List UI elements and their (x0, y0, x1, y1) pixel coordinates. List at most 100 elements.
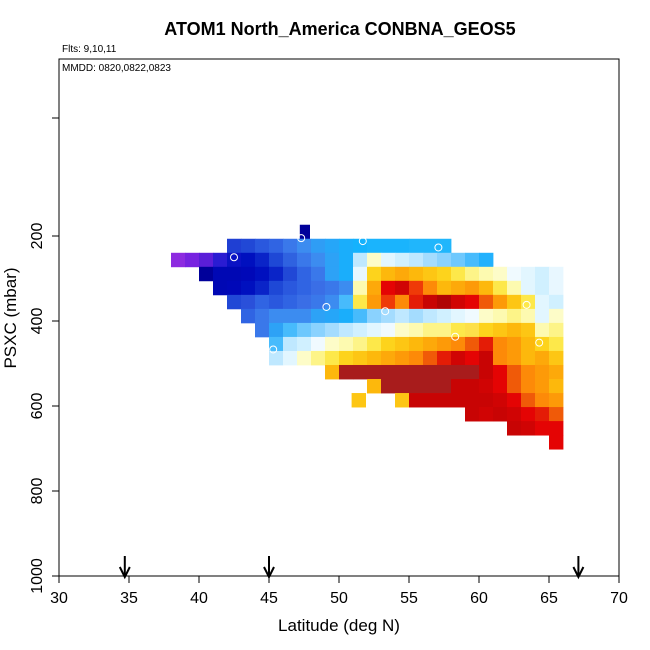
heatmap-cell (367, 379, 382, 394)
sample-marker (451, 332, 460, 341)
heatmap-cell (325, 252, 340, 268)
heatmap-cell (241, 294, 256, 310)
heatmap-cell (493, 407, 508, 422)
heatmap-cell (521, 421, 536, 436)
heatmap-cell (465, 393, 494, 408)
x-tick-label: 40 (190, 590, 208, 607)
heatmap-cell (311, 350, 326, 366)
heatmap-cell (213, 266, 228, 282)
heatmap-cell (479, 364, 494, 380)
heatmap-cell (241, 280, 256, 296)
heatmap-cell (395, 252, 410, 268)
heatmap-cell (299, 224, 310, 240)
sample-marker (358, 237, 367, 246)
heatmap-cell (479, 336, 494, 352)
heatmap-cell (311, 308, 326, 324)
heatmap-cell (409, 294, 424, 310)
heatmap-cell (395, 350, 410, 366)
sample-marker (549, 480, 558, 489)
heatmap-cell (479, 350, 494, 366)
x-axis-label: Latitude (deg N) (278, 616, 400, 635)
heatmap-cell (549, 407, 564, 422)
heatmap-cell (227, 280, 242, 296)
heatmap-cell (325, 294, 340, 310)
heatmap-cell (283, 294, 298, 310)
heatmap-cell (255, 308, 270, 324)
heatmap-cell (297, 350, 312, 366)
heatmap-cell (535, 308, 550, 324)
heatmap-cell (451, 294, 466, 310)
heatmap-cell (311, 336, 326, 352)
heatmap-cell (255, 322, 270, 338)
heatmap-cell (269, 350, 284, 366)
heatmap-cell (465, 407, 480, 422)
heatmap-cell (325, 308, 340, 324)
heatmap-cell (339, 252, 354, 268)
sample-marker (535, 338, 544, 347)
heatmap-cell (381, 294, 396, 310)
sample-marker (343, 438, 352, 447)
heatmap-cell (493, 322, 508, 338)
heatmap-cell (283, 322, 298, 338)
heatmap-cell (339, 350, 354, 366)
heatmap-cell (381, 350, 396, 366)
y-tick-label: 200 (29, 223, 46, 250)
heatmap-cell (297, 322, 312, 338)
heatmap-cell (521, 308, 536, 324)
heatmap-cell (241, 252, 256, 268)
heatmap-cell (339, 322, 354, 338)
heatmap-cell (351, 393, 366, 408)
heatmap-cell (507, 294, 522, 310)
heatmap-cell (507, 266, 522, 282)
heatmap-cell (535, 280, 550, 296)
heatmap-cell (437, 280, 452, 296)
sample-marker (468, 437, 476, 446)
heatmap-cell (325, 238, 340, 254)
heatmap-cell (311, 238, 326, 254)
heatmap-cell (325, 322, 340, 338)
heatmap-cell (367, 238, 410, 254)
heatmap-cell (283, 252, 298, 268)
sample-marker (322, 302, 331, 311)
heatmap-cell (507, 350, 522, 366)
heatmap-cell (367, 280, 382, 296)
heatmap-cell (283, 308, 298, 324)
heatmap-cell (409, 238, 452, 254)
heatmap-cell (451, 379, 480, 394)
sample-marker (522, 300, 531, 309)
heatmap-cell (521, 393, 536, 408)
heatmap-cell (171, 252, 186, 268)
heatmap-cell (339, 364, 354, 380)
heatmap-cell (423, 266, 438, 282)
heatmap-cell (269, 308, 284, 324)
x-tick-label: 55 (400, 590, 418, 607)
x-tick-label: 45 (260, 590, 278, 607)
heatmap-cell (255, 266, 270, 282)
heatmap-cell (367, 266, 382, 282)
heatmap-cell (353, 238, 368, 254)
heatmap-cell (297, 238, 312, 254)
heatmap-cell (339, 336, 354, 352)
heatmap-cell (255, 294, 270, 310)
heatmap-cell (493, 336, 508, 352)
heatmap-cell (535, 407, 550, 422)
heatmap-cell (353, 336, 368, 352)
heatmap-cell (549, 364, 564, 380)
heatmap-cell (479, 294, 494, 310)
heatmap-cell (549, 350, 564, 366)
sample-marker (181, 277, 189, 286)
heatmap-cell (507, 407, 522, 422)
heatmap-cell (437, 308, 452, 324)
heatmap-cell (521, 379, 536, 394)
heatmap-cell (493, 379, 508, 394)
heatmap-cell (437, 322, 452, 338)
sample-marker (545, 549, 553, 558)
sample-marker (269, 345, 278, 354)
heatmap-cell (297, 252, 312, 268)
x-tick-label: 50 (330, 590, 348, 607)
heatmap-cell (381, 379, 452, 394)
x-tick-label: 30 (50, 590, 68, 607)
heatmap-cell (325, 266, 340, 282)
heatmap-cell (283, 266, 298, 282)
